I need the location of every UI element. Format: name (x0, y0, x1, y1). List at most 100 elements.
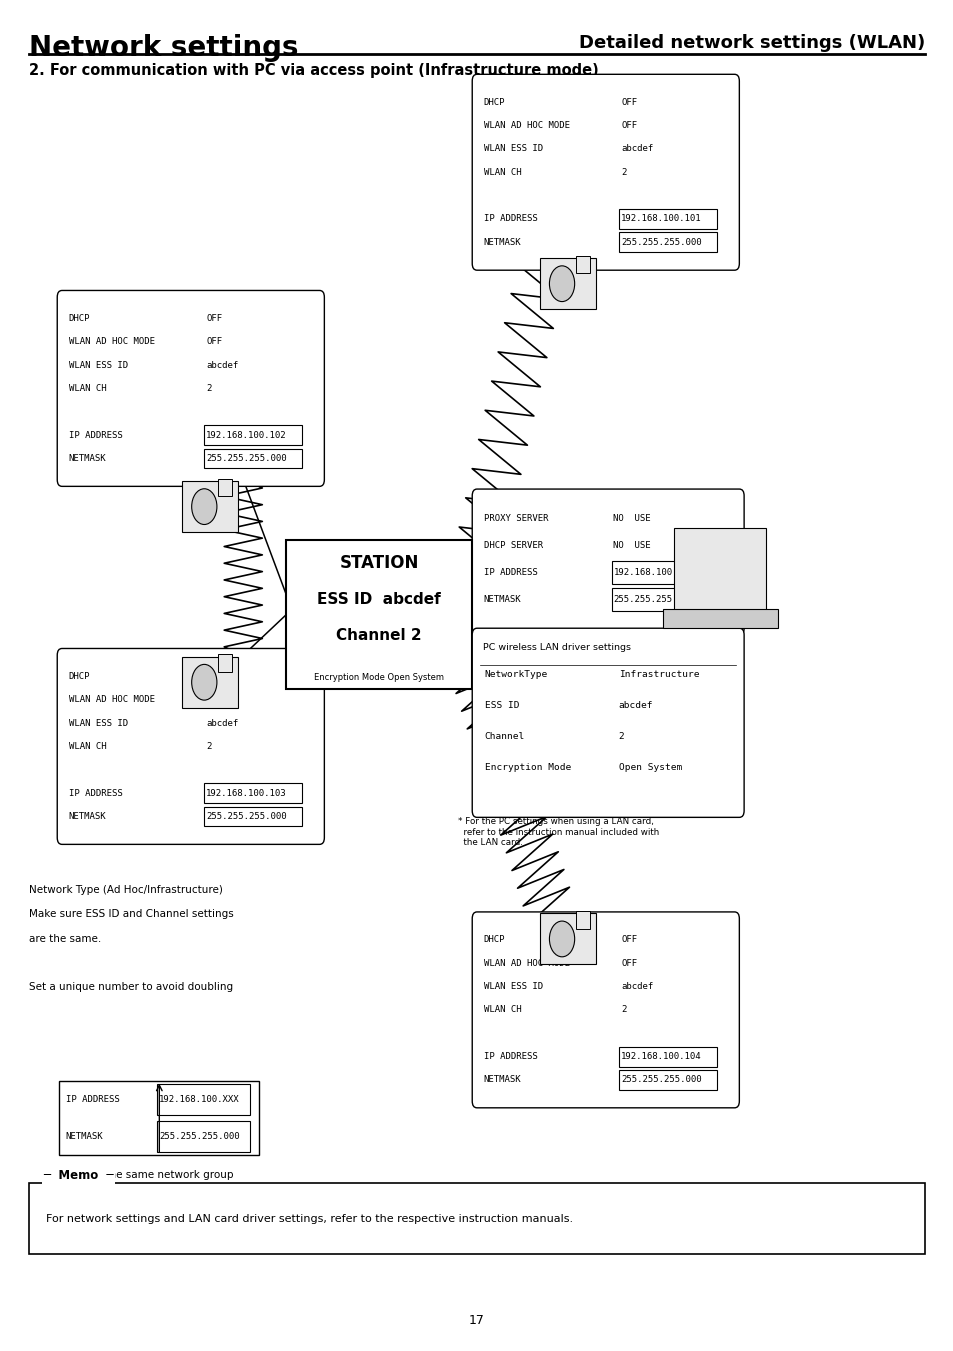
Text: 192.168.100.XXX: 192.168.100.XXX (159, 1094, 240, 1104)
Bar (611, 562, 726, 584)
FancyBboxPatch shape (472, 489, 743, 635)
Text: 192.168.100.100: 192.168.100.100 (613, 569, 694, 577)
Circle shape (192, 665, 216, 700)
Text: WLAN AD HOC MODE: WLAN AD HOC MODE (483, 959, 569, 967)
Bar (618, 1047, 717, 1066)
Bar (218, 478, 232, 496)
Text: IP ADDRESS: IP ADDRESS (69, 431, 122, 439)
Text: 2: 2 (206, 742, 212, 751)
Bar (539, 913, 595, 965)
Bar (576, 255, 589, 273)
Text: OFF: OFF (206, 338, 222, 346)
Text: Set the same network group: Set the same network group (85, 1170, 233, 1179)
Text: DHCP: DHCP (69, 313, 91, 323)
Text: NETMASK: NETMASK (483, 1075, 520, 1085)
Bar (182, 657, 237, 708)
Text: NETMASK: NETMASK (66, 1132, 103, 1142)
Text: OFF: OFF (206, 696, 222, 704)
Text: WLAN CH: WLAN CH (69, 384, 106, 393)
Text: Encryption Mode Open System: Encryption Mode Open System (314, 673, 444, 682)
Text: ESS ID  abcdef: ESS ID abcdef (317, 592, 440, 607)
Bar (618, 232, 717, 253)
Bar (618, 209, 717, 228)
Text: WLAN AD HOC MODE: WLAN AD HOC MODE (69, 696, 154, 704)
Text: NO  USE: NO USE (613, 542, 650, 550)
Text: NETMASK: NETMASK (483, 238, 520, 247)
FancyBboxPatch shape (57, 290, 324, 486)
Bar (157, 1084, 250, 1115)
Text: DHCP: DHCP (483, 935, 505, 944)
Text: WLAN CH: WLAN CH (483, 168, 520, 177)
Text: NETMASK: NETMASK (69, 812, 106, 821)
Text: OFF: OFF (620, 97, 637, 107)
Text: OFF: OFF (620, 935, 637, 944)
Bar (286, 540, 472, 689)
Bar (157, 1121, 250, 1152)
Text: NETMASK: NETMASK (69, 454, 106, 463)
Text: ESS ID: ESS ID (484, 701, 518, 711)
Text: Open System: Open System (618, 763, 681, 773)
Text: DHCP: DHCP (69, 671, 91, 681)
Text: are the same.: are the same. (29, 934, 101, 943)
Text: WLAN ESS ID: WLAN ESS ID (483, 982, 542, 992)
Bar (611, 589, 726, 611)
Text: 255.255.255.000: 255.255.255.000 (206, 812, 287, 821)
Text: 192.168.100.102: 192.168.100.102 (206, 431, 287, 439)
Text: IP ADDRESS: IP ADDRESS (69, 789, 122, 797)
Text: IP ADDRESS: IP ADDRESS (483, 215, 537, 223)
Text: 192.168.100.101: 192.168.100.101 (620, 215, 701, 223)
Text: OFF: OFF (620, 122, 637, 130)
Text: 2. For communication with PC via access point (Infrastructure mode): 2. For communication with PC via access … (29, 63, 598, 78)
Text: DHCP SERVER: DHCP SERVER (483, 542, 542, 550)
Bar (29, 1183, 924, 1254)
Bar (204, 426, 302, 444)
Text: OFF: OFF (206, 313, 222, 323)
Text: abcdef: abcdef (620, 145, 653, 154)
Text: ─  Memo  ─: ─ Memo ─ (43, 1169, 113, 1182)
Text: STATION: STATION (339, 554, 418, 571)
Text: Detailed network settings (WLAN): Detailed network settings (WLAN) (578, 34, 924, 51)
Bar (218, 654, 232, 671)
Text: WLAN CH: WLAN CH (483, 1005, 520, 1015)
Circle shape (549, 921, 574, 957)
Text: 2: 2 (620, 168, 626, 177)
Text: Infrastructure: Infrastructure (618, 670, 699, 680)
Text: abcdef: abcdef (620, 982, 653, 992)
Text: 2: 2 (620, 1005, 626, 1015)
Bar (59, 1081, 259, 1155)
Text: NO  USE: NO USE (613, 515, 650, 523)
Text: Channel: Channel (484, 732, 524, 742)
Bar (674, 528, 765, 612)
Bar (576, 911, 589, 928)
Text: 2: 2 (206, 384, 212, 393)
Text: * For the PC settings when using a LAN card,
  refer to the instruction manual i: * For the PC settings when using a LAN c… (457, 817, 659, 847)
Text: WLAN ESS ID: WLAN ESS ID (69, 719, 128, 728)
Bar (539, 258, 595, 309)
Text: WLAN ESS ID: WLAN ESS ID (69, 361, 128, 370)
Text: DHCP: DHCP (483, 97, 505, 107)
Text: IP ADDRESS: IP ADDRESS (66, 1094, 119, 1104)
Text: WLAN CH: WLAN CH (69, 742, 106, 751)
Text: OFF: OFF (620, 959, 637, 967)
Bar (204, 449, 302, 469)
Text: abcdef: abcdef (206, 719, 238, 728)
Text: Network settings: Network settings (29, 34, 297, 62)
Text: 192.168.100.104: 192.168.100.104 (620, 1052, 701, 1061)
Text: 255.255.255.000: 255.255.255.000 (620, 1075, 701, 1085)
Circle shape (549, 266, 574, 301)
Text: 2: 2 (618, 732, 624, 742)
Text: OFF: OFF (206, 671, 222, 681)
Bar (182, 481, 237, 532)
Text: Set a unique number to avoid doubling: Set a unique number to avoid doubling (29, 982, 233, 992)
Text: NETMASK: NETMASK (483, 596, 520, 604)
FancyBboxPatch shape (472, 912, 739, 1108)
Text: For network settings and LAN card driver settings, refer to the respective instr: For network settings and LAN card driver… (46, 1213, 573, 1224)
Bar (618, 1070, 717, 1090)
FancyBboxPatch shape (472, 74, 739, 270)
Text: WLAN ESS ID: WLAN ESS ID (483, 145, 542, 154)
Bar (662, 609, 777, 628)
Circle shape (192, 489, 216, 524)
Text: NetworkType: NetworkType (484, 670, 547, 680)
Text: Channel 2: Channel 2 (336, 628, 421, 643)
Bar (204, 807, 302, 827)
